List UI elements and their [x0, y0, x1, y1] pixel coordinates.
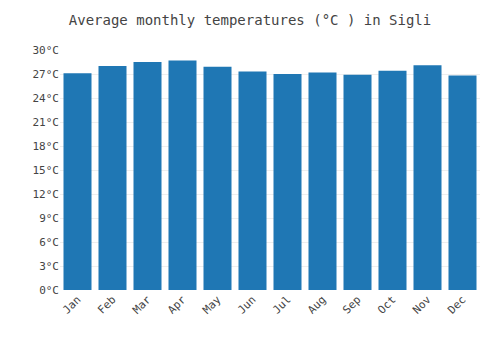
svg-text:24°C: 24°C [33, 92, 60, 105]
svg-text:Apr: Apr [165, 293, 189, 317]
svg-text:15°C: 15°C [33, 164, 60, 177]
svg-text:12°C: 12°C [33, 188, 60, 201]
svg-text:May: May [200, 293, 224, 317]
svg-text:18°C: 18°C [33, 140, 60, 153]
svg-text:Dec: Dec [445, 293, 468, 316]
svg-text:Mar: Mar [130, 293, 154, 317]
svg-text:27°C: 27°C [33, 68, 60, 81]
svg-text:Jul: Jul [270, 293, 293, 316]
svg-text:Nov: Nov [410, 293, 434, 317]
svg-text:3°C: 3°C [39, 260, 59, 273]
svg-text:Aug: Aug [305, 293, 328, 316]
svg-text:Sep: Sep [340, 293, 363, 316]
svg-text:0°C: 0°C [39, 284, 59, 297]
svg-text:Oct: Oct [375, 293, 398, 316]
svg-text:9°C: 9°C [39, 212, 59, 225]
svg-text:21°C: 21°C [33, 116, 60, 129]
svg-text:30°C: 30°C [33, 44, 60, 57]
svg-text:6°C: 6°C [39, 236, 59, 249]
svg-text:Jun: Jun [235, 293, 258, 316]
svg-text:Average monthly temperatures (: Average monthly temperatures (°C ) in Si… [69, 12, 431, 28]
svg-text:Feb: Feb [95, 293, 118, 316]
svg-text:Jan: Jan [60, 293, 83, 316]
